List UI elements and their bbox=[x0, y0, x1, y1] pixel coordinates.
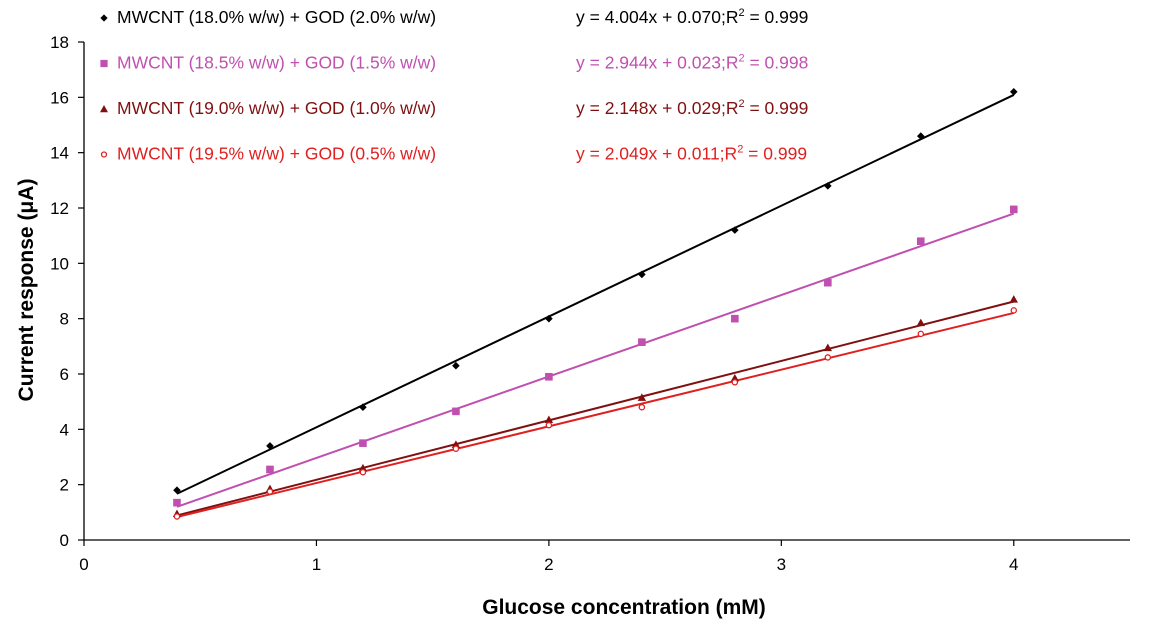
data-point bbox=[1009, 205, 1018, 214]
data-point bbox=[173, 498, 181, 507]
r-squared-superscript: 2 bbox=[738, 53, 744, 65]
r-squared-value: = 0.999 bbox=[745, 7, 809, 27]
data-point bbox=[358, 463, 368, 472]
data-point bbox=[544, 415, 554, 424]
fit-line bbox=[176, 300, 1015, 517]
y-tick-label: 12 bbox=[50, 199, 69, 218]
data-point bbox=[917, 132, 925, 140]
data-point bbox=[917, 330, 925, 338]
data-point bbox=[1009, 295, 1018, 303]
y-tick-label: 4 bbox=[60, 420, 69, 439]
fit-line bbox=[176, 94, 1015, 495]
fit-lines bbox=[176, 94, 1015, 518]
data-point bbox=[173, 513, 181, 520]
data-point bbox=[731, 379, 739, 386]
x-tick-label: 2 bbox=[544, 555, 553, 574]
data-point bbox=[824, 354, 832, 361]
fit-line bbox=[176, 212, 1015, 508]
fit-equation: y = 2.944x + 0.023;R2 = 0.998 bbox=[576, 53, 808, 73]
legend-marker bbox=[100, 105, 108, 113]
data-point bbox=[824, 182, 832, 190]
r-squared-value: = 0.999 bbox=[743, 144, 807, 164]
data-point bbox=[359, 403, 367, 411]
legend-marker bbox=[100, 59, 108, 68]
y-tick-label: 6 bbox=[60, 365, 69, 384]
data-point bbox=[917, 237, 925, 245]
r-squared-value: = 0.998 bbox=[745, 53, 809, 73]
r-squared-superscript: 2 bbox=[737, 144, 743, 156]
data-point bbox=[823, 343, 833, 352]
x-tick-label: 3 bbox=[777, 555, 786, 574]
y-tick-label: 14 bbox=[50, 144, 69, 163]
y-tick-label: 8 bbox=[60, 310, 69, 329]
data-point bbox=[359, 468, 367, 476]
legend: MWCNT (18.0% w/w) + GOD (2.0% w/w) MWCNT … bbox=[100, 7, 436, 164]
data-point bbox=[731, 226, 739, 234]
fit-line bbox=[176, 311, 1015, 518]
equation-text: y = 2.944x + 0.023;R bbox=[576, 53, 738, 73]
data-points bbox=[172, 88, 1018, 520]
x-ticks: 0 1 2 3 4 bbox=[79, 540, 1019, 574]
legend-label: MWCNT (19.0% w/w) + GOD (1.0% w/w) bbox=[117, 98, 436, 118]
y-axis-title: Current response (μA) bbox=[15, 179, 38, 402]
data-point bbox=[266, 465, 274, 474]
data-point bbox=[1010, 307, 1018, 314]
fit-equation: y = 2.148x + 0.029;R2 = 0.999 bbox=[576, 98, 808, 118]
r-squared-value: = 0.999 bbox=[745, 98, 809, 118]
x-axis-title: Glucose concentration (mM) bbox=[482, 596, 766, 619]
data-point bbox=[637, 393, 647, 401]
data-point bbox=[173, 486, 181, 494]
legend-label: MWCNT (19.5% w/w) + GOD (0.5% w/w) bbox=[117, 144, 436, 164]
x-tick-label: 4 bbox=[1009, 555, 1018, 574]
data-point bbox=[452, 407, 460, 416]
data-point bbox=[451, 440, 461, 448]
data-point bbox=[1009, 88, 1018, 96]
x-tick-label: 1 bbox=[312, 555, 321, 574]
data-point bbox=[545, 421, 553, 429]
data-point bbox=[545, 372, 553, 381]
y-tick-label: 2 bbox=[60, 476, 69, 495]
y-tick-label: 16 bbox=[50, 88, 69, 107]
legend-label: MWCNT (18.5% w/w) + GOD (1.5% w/w) bbox=[117, 53, 436, 73]
equation-text: y = 2.049x + 0.011;R bbox=[576, 144, 737, 164]
r-squared-superscript: 2 bbox=[738, 7, 744, 19]
data-point bbox=[266, 442, 274, 450]
y-tick-label: 0 bbox=[60, 531, 69, 550]
data-point bbox=[545, 314, 553, 323]
axes bbox=[83, 42, 1130, 541]
legend-label: MWCNT (18.0% w/w) + GOD (2.0% w/w) bbox=[117, 7, 436, 27]
equation-text: y = 2.148x + 0.029;R bbox=[576, 98, 738, 118]
data-point bbox=[730, 373, 740, 382]
fit-equation: y = 4.004x + 0.070;R2 = 0.999 bbox=[576, 7, 808, 27]
data-point bbox=[638, 338, 646, 346]
data-point bbox=[916, 318, 925, 327]
data-point bbox=[824, 278, 832, 287]
legend-marker bbox=[100, 151, 108, 158]
equation-text: y = 4.004x + 0.070;R bbox=[576, 7, 738, 27]
data-point bbox=[359, 439, 367, 447]
fit-equation: y = 2.049x + 0.011;R2 = 0.999 bbox=[576, 144, 807, 164]
data-point bbox=[638, 270, 646, 279]
y-ticks: 0 2 4 6 8 10 12 14 16 18 bbox=[50, 33, 84, 550]
r-squared-superscript: 2 bbox=[738, 98, 744, 110]
y-tick-label: 10 bbox=[50, 254, 69, 273]
data-point bbox=[638, 403, 646, 411]
data-point bbox=[452, 445, 460, 452]
y-tick-label: 18 bbox=[50, 33, 69, 52]
data-point bbox=[266, 488, 274, 495]
legend-marker bbox=[100, 14, 108, 22]
x-tick-label: 0 bbox=[79, 555, 88, 574]
data-point bbox=[731, 314, 739, 323]
data-point bbox=[452, 361, 460, 370]
